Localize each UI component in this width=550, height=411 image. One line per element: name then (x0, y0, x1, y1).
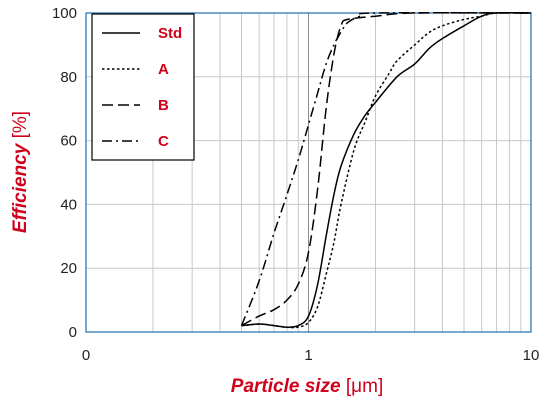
x-tick-label: 0 (82, 347, 90, 364)
y-tick-label: 20 (60, 260, 77, 277)
legend-label-c: C (158, 133, 169, 150)
axes: 0 20 40 60 80 100 0 1 10 (52, 5, 539, 364)
series-lines (240, 12, 532, 329)
plot-frame (85, 12, 532, 333)
series-line-a (241, 12, 532, 329)
x-axis-title: Particle size [μm] (231, 376, 383, 397)
y-tick-label: 60 (60, 133, 77, 150)
legend-box (91, 13, 195, 161)
y-tick-label: 40 (60, 196, 77, 213)
legend-label-std: Std (158, 25, 182, 42)
series-line-b (241, 12, 532, 327)
legend-label-a: A (158, 61, 169, 78)
y-tick-label: 100 (52, 5, 77, 22)
y-axis-title: Efficiency [%] (10, 111, 31, 233)
y-tick-label: 0 (69, 324, 77, 341)
x-tick-label: 10 (523, 347, 540, 364)
series-line-std (241, 12, 532, 328)
x-tick-label: 1 (304, 347, 312, 364)
legend: Std A B C (91, 13, 195, 161)
y-tick-label: 80 (60, 69, 77, 86)
legend-label-b: B (158, 97, 169, 114)
series-line-c (240, 12, 532, 326)
